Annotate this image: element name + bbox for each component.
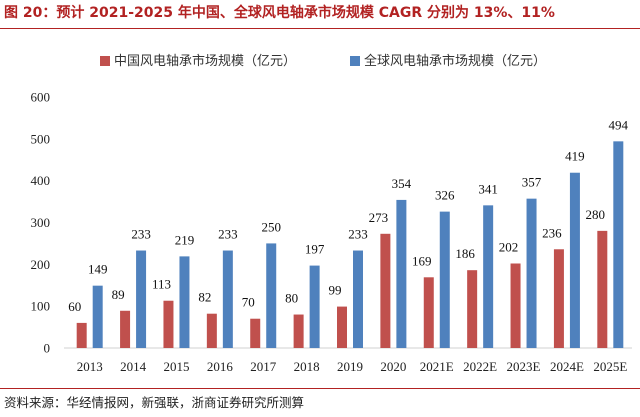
- y-tick-label: 200: [31, 257, 51, 272]
- x-tick-label: 2024E: [550, 359, 584, 374]
- x-tick-label: 2022E: [463, 359, 497, 374]
- data-label-global: 149: [88, 262, 108, 277]
- x-tick-label: 2019: [337, 359, 363, 374]
- bar-china: [293, 314, 304, 348]
- data-label-china: 89: [112, 287, 125, 302]
- bar-china: [163, 300, 174, 348]
- bar-global: [526, 198, 537, 348]
- bar-china: [380, 233, 391, 348]
- legend-label-global: 全球风电轴承市场规模（亿元）: [364, 53, 546, 69]
- data-label-global: 419: [565, 149, 585, 164]
- data-label-china: 273: [369, 210, 389, 225]
- data-label-global: 341: [478, 181, 498, 196]
- data-label-global: 219: [175, 232, 195, 247]
- bar-global: [613, 141, 624, 348]
- data-label-global: 354: [392, 176, 412, 191]
- x-tick-label: 2013: [77, 359, 103, 374]
- bar-global: [92, 285, 103, 348]
- bar-china: [120, 310, 131, 348]
- data-label-china: 82: [198, 290, 211, 305]
- bar-global: [179, 256, 190, 348]
- footer-divider: [0, 388, 640, 389]
- bar-china: [76, 322, 87, 348]
- title-divider: [0, 28, 640, 29]
- data-label-china: 113: [152, 277, 171, 292]
- data-label-global: 233: [348, 227, 368, 242]
- x-tick-label: 2014: [120, 359, 147, 374]
- bar-china: [206, 313, 217, 348]
- data-label-china: 169: [412, 253, 432, 268]
- bar-global: [353, 250, 363, 348]
- bar-global: [439, 211, 450, 348]
- bar-china: [467, 270, 478, 348]
- y-axis: 0 100 200 300 400 500 600: [31, 90, 51, 356]
- legend-label-china: 中国风电轴承市场规模（亿元）: [114, 53, 296, 69]
- legend-swatch-china: [100, 56, 110, 66]
- bar-china: [423, 277, 434, 348]
- data-label-china: 60: [68, 299, 81, 314]
- x-tick-label: 2017: [250, 359, 277, 374]
- bar-global: [569, 172, 580, 348]
- data-label-global: 197: [305, 242, 325, 257]
- data-label-global: 494: [609, 117, 629, 132]
- bar-global: [266, 243, 277, 348]
- x-tick-label: 2015: [163, 359, 189, 374]
- data-label-global: 250: [261, 219, 281, 234]
- y-tick-label: 0: [44, 341, 51, 356]
- x-tick-label: 2025E: [593, 359, 627, 374]
- y-tick-label: 600: [31, 90, 51, 105]
- legend-swatch-global: [350, 56, 360, 66]
- x-tick-label: 2018: [294, 359, 320, 374]
- bar-global: [396, 199, 407, 348]
- bar-global: [309, 265, 320, 348]
- data-label-china: 70: [242, 295, 255, 310]
- data-label-china: 80: [285, 291, 298, 306]
- bar-china: [510, 263, 521, 348]
- bar-china: [250, 318, 261, 348]
- bar-global: [222, 250, 233, 348]
- bar-china: [553, 249, 564, 348]
- bar-global: [483, 205, 494, 348]
- figure-title: 图 20：预计 2021-2025 年中国、全球风电轴承市场规模 CAGR 分别…: [4, 5, 555, 21]
- data-label-global: 357: [522, 175, 542, 190]
- data-label-global: 326: [435, 188, 455, 203]
- x-tick-label: 2023E: [507, 359, 541, 374]
- y-tick-label: 500: [31, 131, 51, 146]
- data-label-global: 233: [218, 227, 238, 242]
- x-tick-label: 2016: [207, 359, 234, 374]
- data-label-china: 280: [586, 207, 606, 222]
- data-label-china: 99: [329, 283, 342, 298]
- data-label-china: 186: [455, 246, 475, 261]
- y-tick-label: 100: [31, 299, 51, 314]
- legend: 中国风电轴承市场规模（亿元） 全球风电轴承市场规模（亿元）: [100, 53, 546, 69]
- y-tick-label: 300: [31, 215, 51, 230]
- x-tick-label: 2021E: [420, 359, 454, 374]
- bar-china: [597, 230, 608, 348]
- data-label-china: 202: [499, 239, 519, 254]
- data-label-global: 233: [131, 227, 151, 242]
- bar-china: [337, 306, 347, 348]
- x-axis: 2013 2014 2015 2016 2017 2018 2019 2020 2021E 202…: [64, 347, 632, 374]
- bar-global: [136, 250, 147, 348]
- bars: [76, 141, 624, 348]
- x-tick-label: 2020: [380, 359, 406, 374]
- y-tick-label: 400: [31, 173, 51, 188]
- data-label-china: 236: [542, 225, 562, 240]
- bar-chart: 中国风电轴承市场规模（亿元） 全球风电轴承市场规模（亿元） 0 100 200 300…: [31, 53, 632, 374]
- source-note: 资料来源：华经情报网，新强联，浙商证券研究所测算: [4, 395, 305, 410]
- data-labels: 6014989233113219822337025080197992332733…: [68, 117, 628, 314]
